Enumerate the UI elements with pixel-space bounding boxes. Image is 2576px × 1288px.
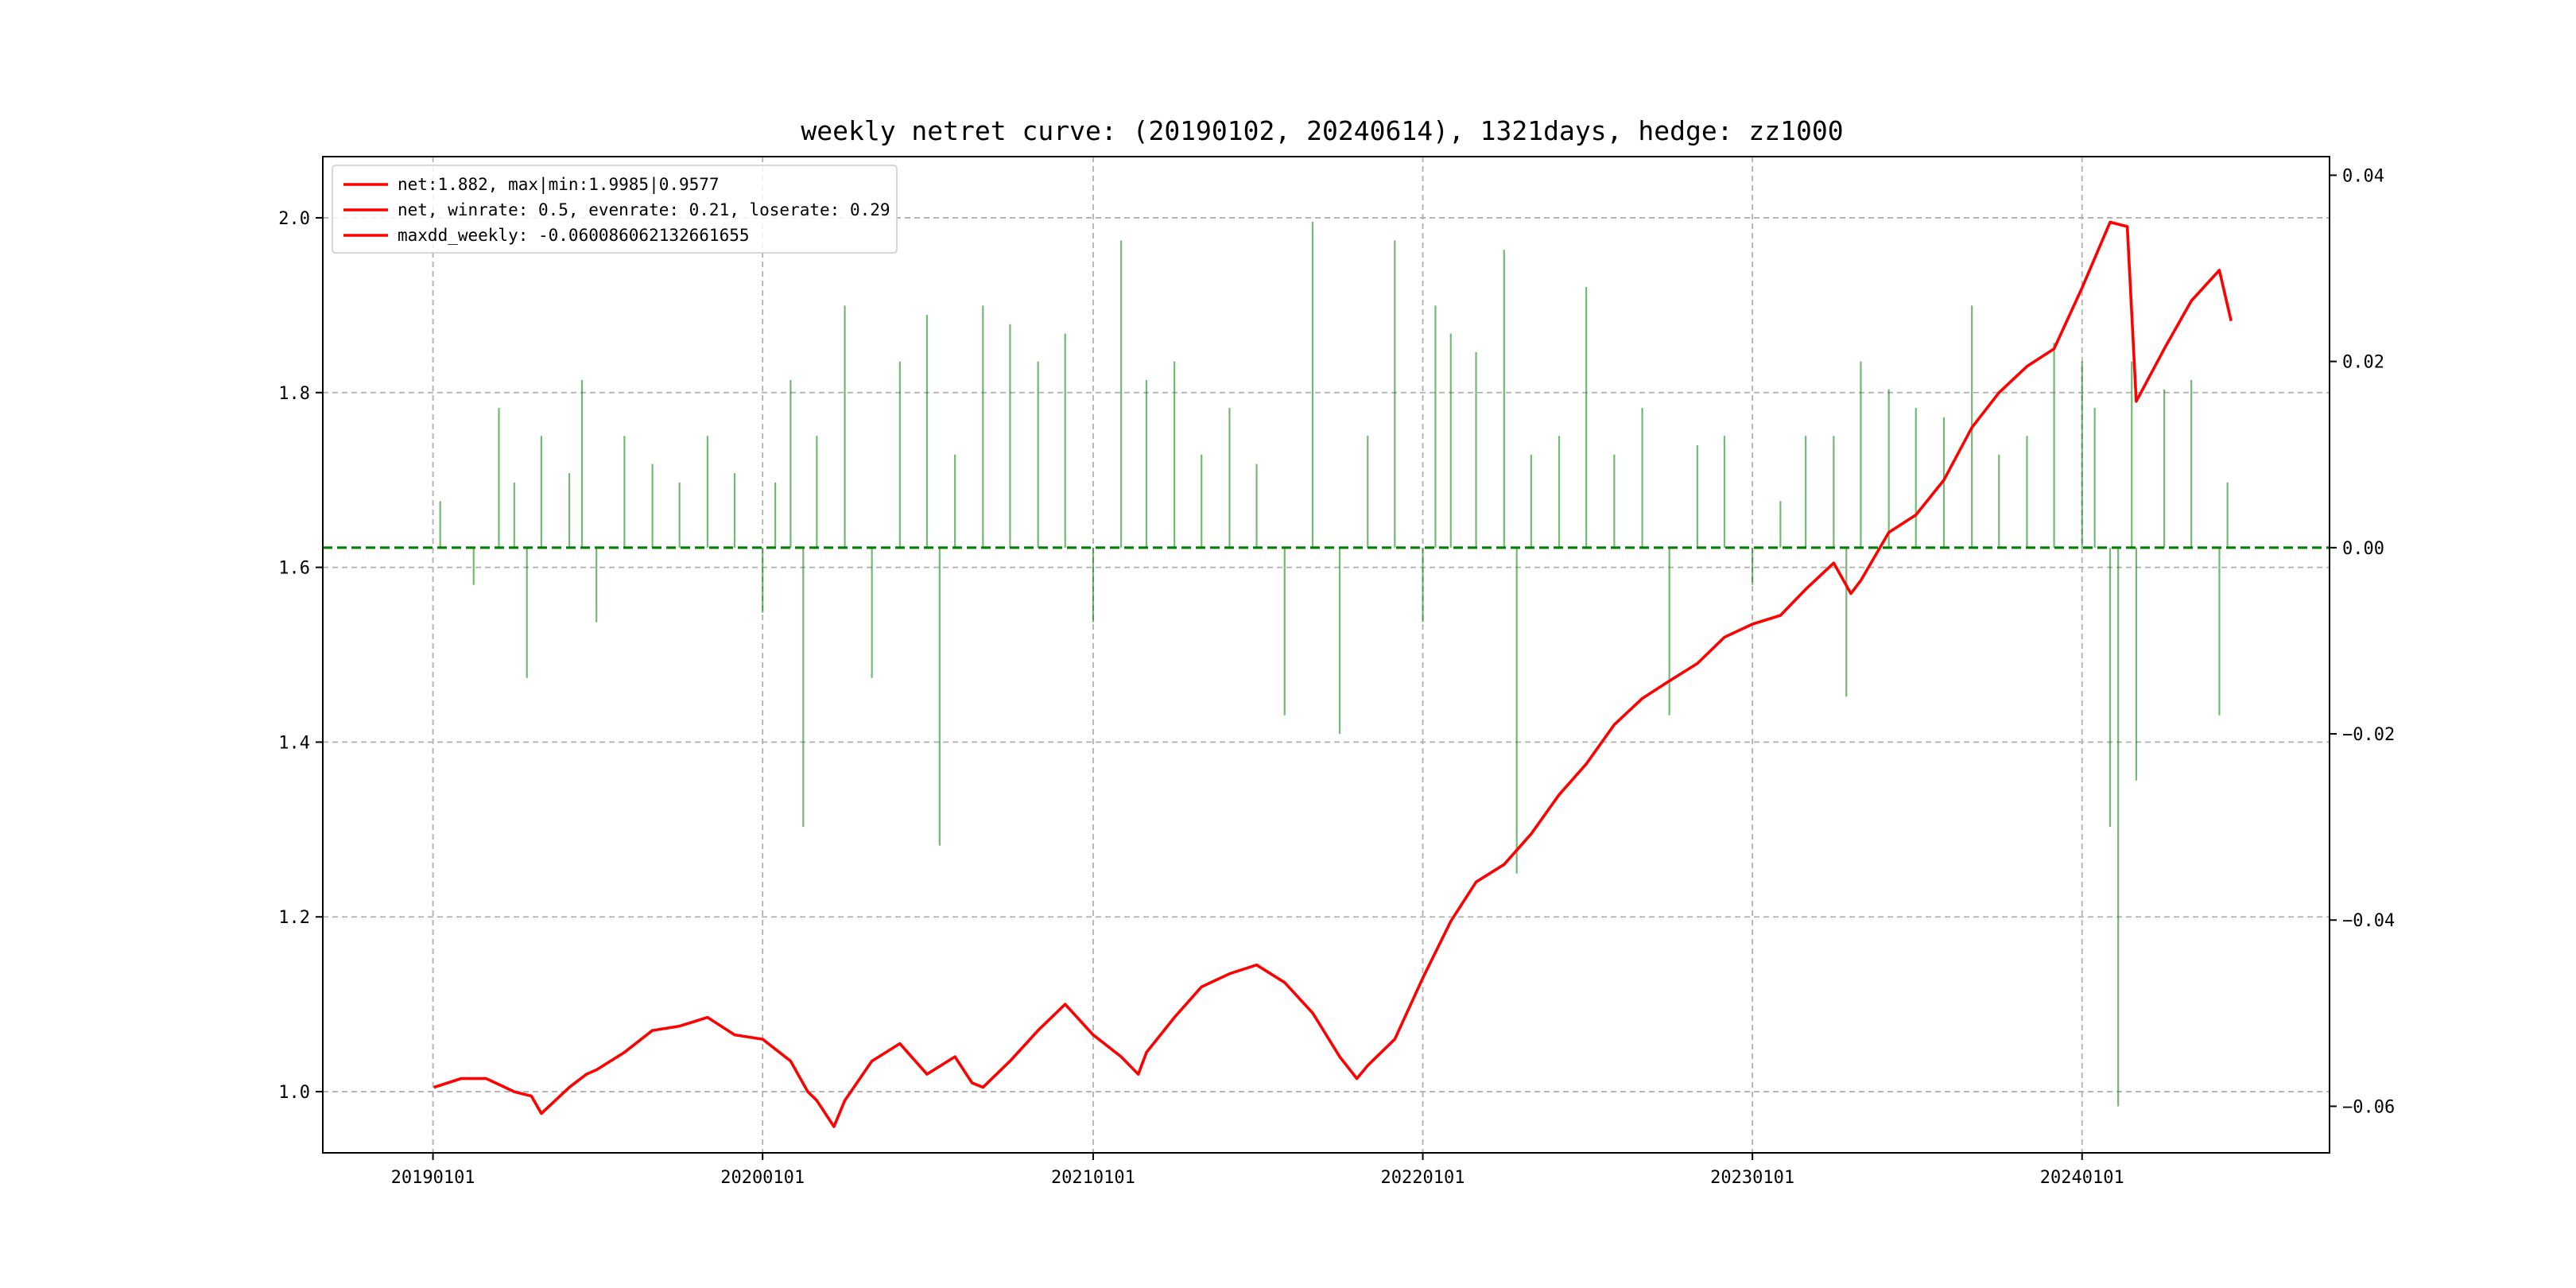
- chart-title: weekly netret curve: (20190102, 20240614…: [801, 115, 1843, 146]
- y-right-tick-label: −0.04: [2342, 911, 2395, 931]
- y-left-tick-label: 1.0: [278, 1083, 310, 1103]
- net-curve-line: [433, 220, 2233, 1128]
- y-left-tick-label: 1.6: [278, 559, 310, 579]
- x-tick-label: 20190101: [391, 1168, 475, 1188]
- legend: net:1.882, max|min:1.9985|0.9577 net, win…: [332, 165, 898, 254]
- x-tick-label: 20200101: [720, 1168, 805, 1188]
- y-right-tick-label: −0.06: [2342, 1097, 2395, 1117]
- legend-entry: net:1.882, max|min:1.9985|0.9577: [398, 175, 720, 195]
- weekly-return-bars: [439, 221, 2229, 1107]
- y-right-tick-label: 0.02: [2342, 353, 2384, 373]
- legend-entry: net, winrate: 0.5, evenrate: 0.21, loser…: [398, 200, 890, 219]
- y-left-tick-label: 1.8: [278, 384, 310, 404]
- y-right-tick-label: 0.04: [2342, 166, 2384, 186]
- plot-frame: [322, 156, 2330, 1154]
- x-tick-label: 20230101: [1710, 1168, 1794, 1188]
- x-tick-label: 20240101: [2040, 1168, 2124, 1188]
- x-tick-label: 20220101: [1381, 1168, 1465, 1188]
- net-curve: [433, 220, 2233, 1128]
- legend-entry: maxdd_weekly: -0.060086062132661655: [398, 226, 750, 245]
- grid: [323, 157, 2330, 1153]
- y-left-tick-label: 2.0: [278, 209, 310, 229]
- y-right-tick-label: 0.00: [2342, 539, 2384, 559]
- x-tick-label: 20210101: [1051, 1168, 1135, 1188]
- legend-box: [332, 165, 898, 254]
- y-right-tick-label: −0.02: [2342, 725, 2395, 745]
- y-left-tick-label: 1.4: [278, 733, 310, 753]
- axes: 20190101 20200101 20210101 20220101 20230101…: [278, 156, 2395, 1188]
- y-left-tick-label: 1.2: [278, 908, 310, 928]
